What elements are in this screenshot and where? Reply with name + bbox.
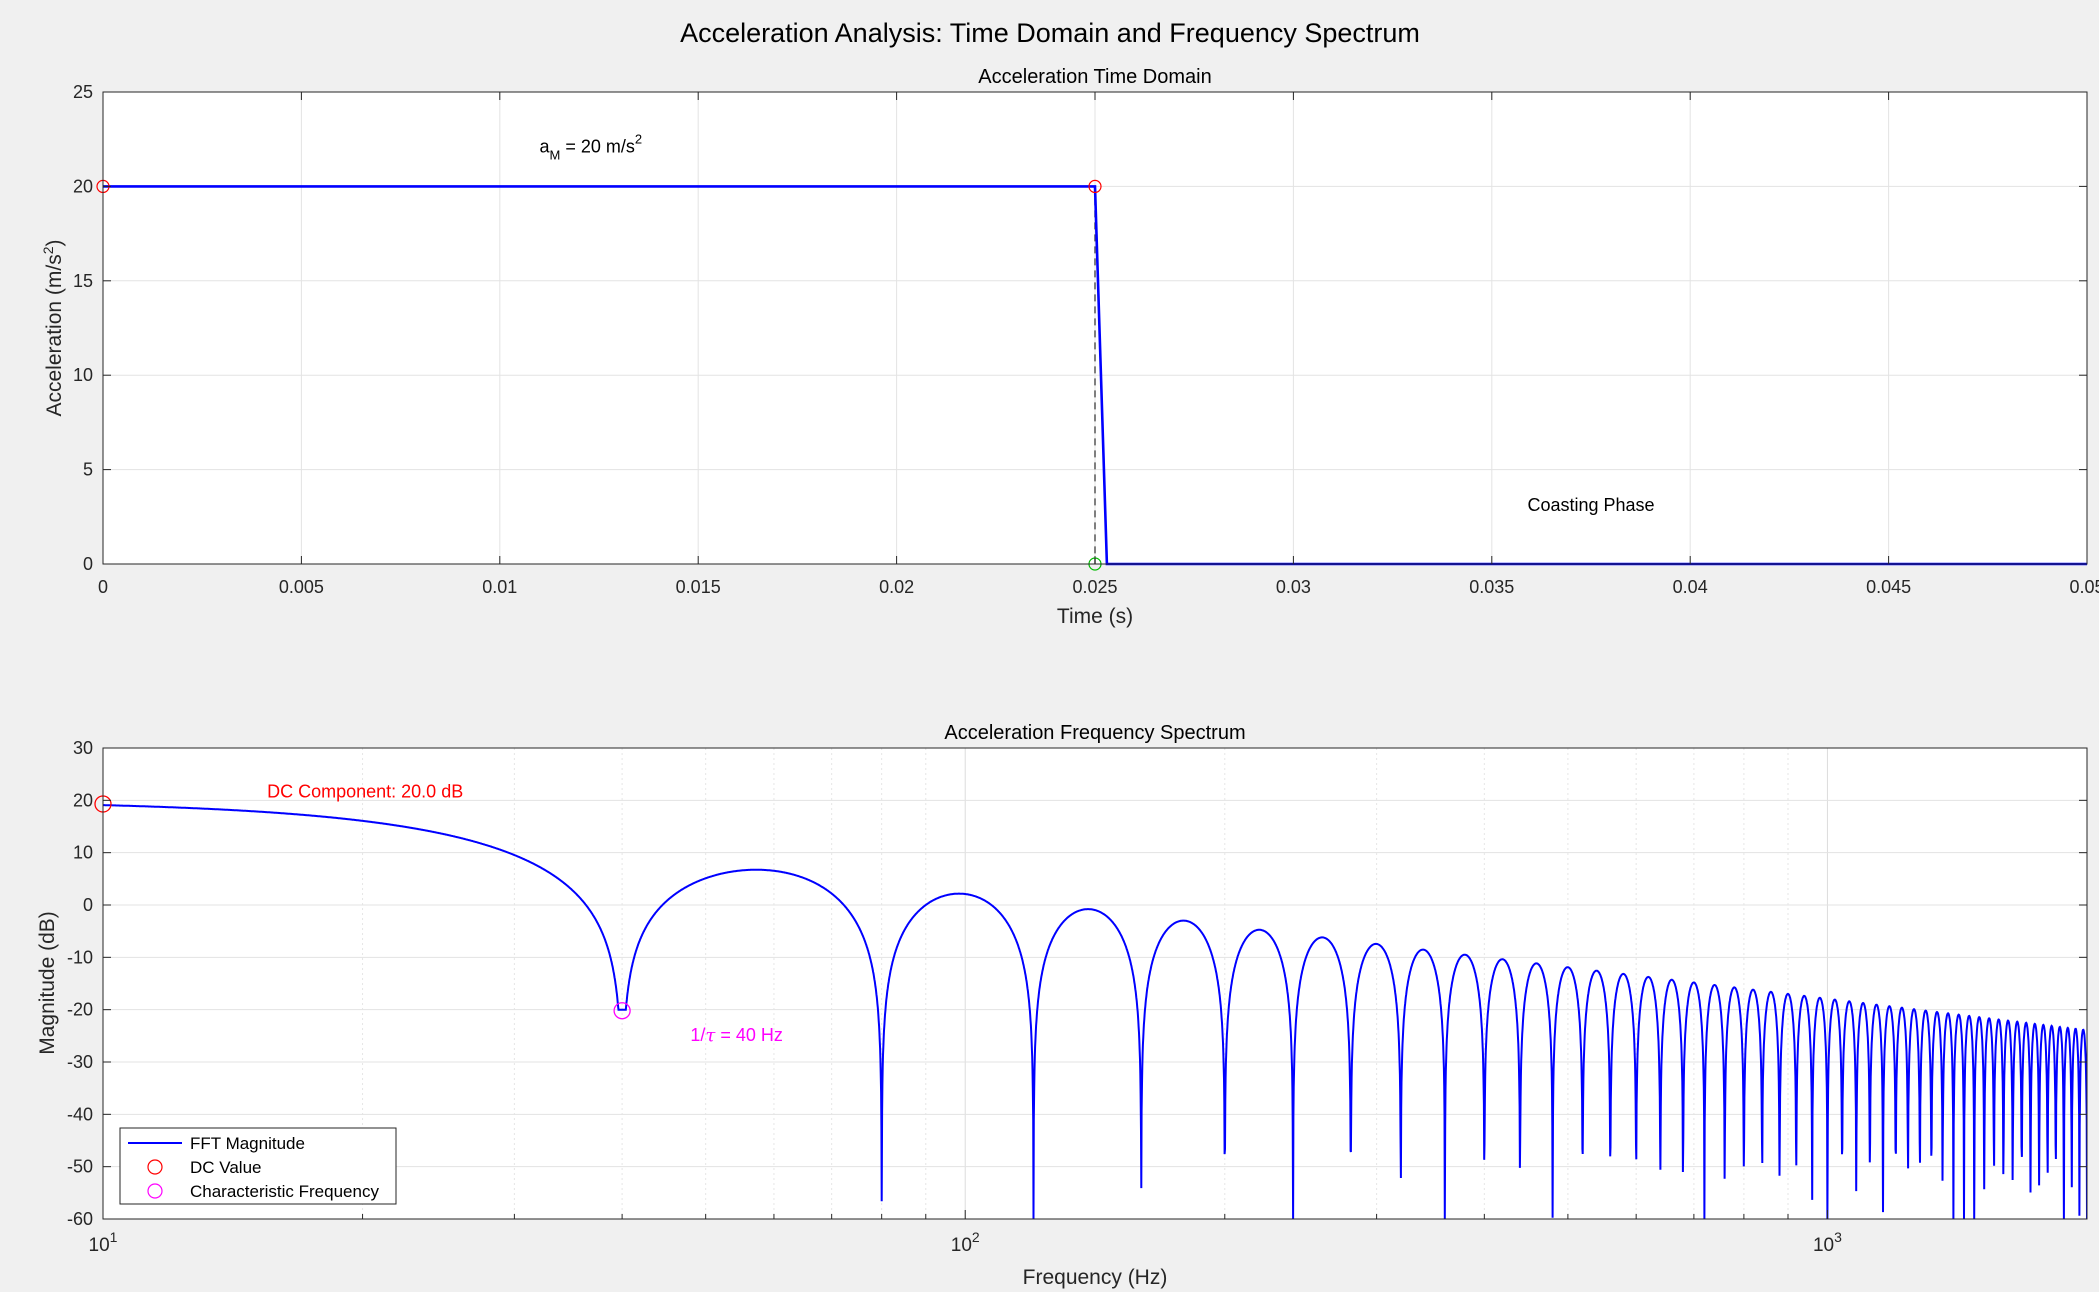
time-ytick-label: 5 <box>83 460 93 480</box>
figure-title: Acceleration Analysis: Time Domain and F… <box>680 18 1420 48</box>
freq-ytick-label: -10 <box>67 947 93 967</box>
freq-yticks: -60 -50 -40 -30 -20 -10 0 10 20 30 <box>67 738 2087 1229</box>
am-main: a <box>539 136 550 156</box>
legend: FFT Magnitude DC Value Characteristic Fr… <box>119 1127 397 1205</box>
am-mid: = 20 m/s <box>560 136 635 156</box>
time-marker <box>1088 179 1102 193</box>
time-xtick-label: 0.005 <box>279 577 324 597</box>
freq-x-axis-label: Frequency (Hz) <box>1023 1266 1168 1289</box>
freq-ytick-label: -60 <box>67 1209 93 1229</box>
freq-ytick-label: -20 <box>67 1000 93 1020</box>
freq-ytick-label: 30 <box>73 738 93 758</box>
time-xtick-label: 0.05 <box>2069 577 2099 597</box>
time-xtick-label: 0.01 <box>482 577 517 597</box>
time-y-axis-label: Acceleration (m/s2) <box>40 239 66 416</box>
time-yticks: 0 5 10 15 20 25 <box>73 82 2087 574</box>
freq-ytick-label: -40 <box>67 1104 93 1124</box>
freq-ytick-label: 20 <box>73 790 93 810</box>
legend-box <box>119 1127 397 1205</box>
time-xtick-label: 0.045 <box>1866 577 1911 597</box>
time-ytick-label: 15 <box>73 271 93 291</box>
time-ytick-label: 20 <box>73 176 93 196</box>
legend-label-dc: DC Value <box>190 1158 262 1177</box>
legend-marker-char <box>147 1183 163 1199</box>
time-xtick-label: 0.02 <box>879 577 914 597</box>
freq-ytick-label: -50 <box>67 1157 93 1177</box>
legend-label-char: Characteristic Frequency <box>190 1182 379 1201</box>
legend-label-fft: FFT Magnitude <box>190 1134 305 1153</box>
time-xticks: 0 0.005 0.01 0.015 0.02 0.025 0.03 0.035 0.04 0.0… <box>98 92 2099 597</box>
time-xtick-label: 0.04 <box>1673 577 1708 597</box>
freq-xtick-base: 10 <box>89 1235 110 1256</box>
freq-ytick-label: 0 <box>83 895 93 915</box>
time-xtick-label: 0.025 <box>1072 577 1117 597</box>
char-pre: 1/ <box>690 1025 705 1045</box>
freq-xtick-base: 10 <box>1813 1235 1834 1256</box>
freq-series-group <box>103 804 2087 1219</box>
freq-xtick-exponent: 1 <box>110 1229 118 1245</box>
time-domain-plot: 0 0.005 0.01 0.015 0.02 0.025 0.03 0.035 0.04 0.0… <box>40 66 2099 628</box>
accel-max-annotation: aM = 20 m/s2 <box>539 131 642 162</box>
freq-xtick-exponent: 2 <box>972 1229 980 1245</box>
freq-y-axis-label: Magnitude (dB) <box>36 911 59 1055</box>
freq-ytick-label: 10 <box>73 843 93 863</box>
time-ytick-label: 25 <box>73 82 93 102</box>
freq-xtick-exponent: 3 <box>1834 1229 1842 1245</box>
characteristic-frequency-annotation: 1/τ = 40 Hz <box>690 1025 783 1046</box>
am-sup: 2 <box>635 131 642 146</box>
freq-xtick-base: 10 <box>951 1235 972 1256</box>
time-xtick-label: 0 <box>98 577 108 597</box>
time-y-label-close: ) <box>43 239 66 246</box>
freq-xticks: 101 102 103 <box>89 1210 2088 1256</box>
time-x-axis-label: Time (s) <box>1057 605 1133 628</box>
freq-ytick-label: -30 <box>67 1052 93 1072</box>
char-tau: τ <box>705 1025 716 1046</box>
fft-magnitude-line <box>103 804 2087 1219</box>
freq-chart-title: Acceleration Frequency Spectrum <box>944 722 1245 744</box>
time-y-label-sup: 2 <box>40 246 56 254</box>
freq-xtick-label: 103 <box>1813 1229 1842 1256</box>
freq-xtick-label: 102 <box>951 1229 980 1256</box>
time-ytick-label: 0 <box>83 554 93 574</box>
time-xtick-label: 0.035 <box>1469 577 1514 597</box>
dc-component-annotation: DC Component: 20.0 dB <box>267 782 463 802</box>
am-sub: M <box>549 147 560 162</box>
coasting-phase-annotation: Coasting Phase <box>1527 495 1654 515</box>
freq-axes-box <box>102 747 2088 1220</box>
freq-plot-area <box>103 748 2087 1219</box>
time-y-label-main: Acceleration (m/s <box>43 254 66 416</box>
time-xtick-label: 0.015 <box>676 577 721 597</box>
characteristic-frequency-marker <box>613 1002 631 1020</box>
freq-xtick-label: 101 <box>89 1229 118 1256</box>
time-xtick-label: 0.03 <box>1276 577 1311 597</box>
legend-marker-dc <box>147 1159 163 1175</box>
time-chart-title: Acceleration Time Domain <box>978 66 1211 88</box>
time-ytick-label: 10 <box>73 365 93 385</box>
char-post: = 40 Hz <box>715 1025 783 1045</box>
